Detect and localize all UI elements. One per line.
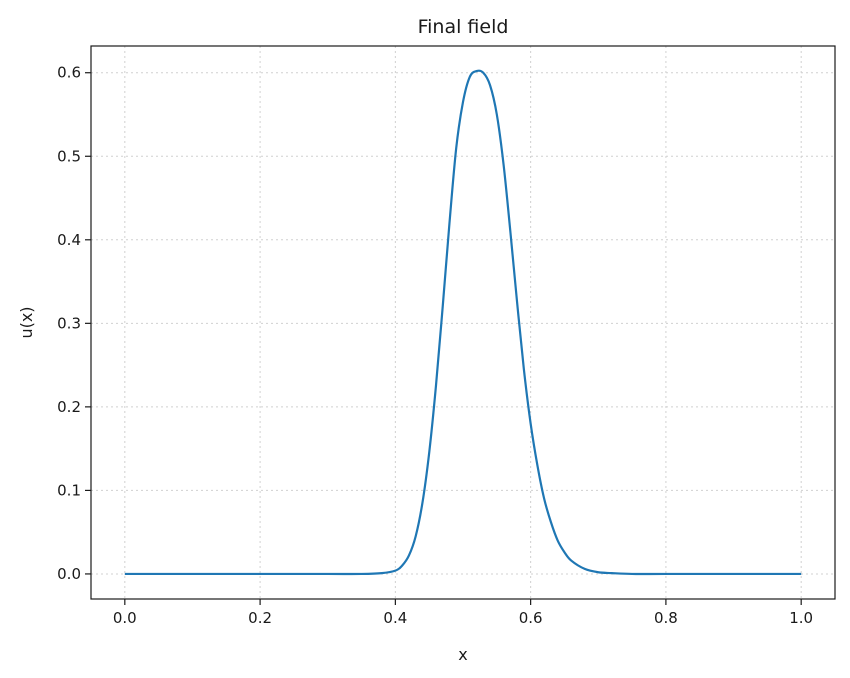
y-axis: 0.0 0.1 0.2 0.3 0.4 0.5 0.6	[57, 64, 91, 583]
x-tick-label: 0.8	[654, 609, 678, 627]
y-tick-label: 0.1	[57, 481, 81, 499]
y-axis-label: u(x)	[17, 306, 36, 338]
y-tick-label: 0.6	[57, 64, 81, 82]
x-axis-label: x	[458, 645, 467, 664]
x-tick-label: 1.0	[789, 609, 813, 627]
y-tick-label: 0.4	[57, 231, 81, 249]
x-tick-label: 0.4	[383, 609, 407, 627]
y-tick-label: 0.0	[57, 565, 81, 583]
plot-frame	[90, 45, 836, 600]
x-tick-label: 0.2	[248, 609, 272, 627]
y-tick-label: 0.5	[57, 147, 81, 165]
x-tick-label: 0.6	[519, 609, 543, 627]
chart-title: Final field	[418, 16, 509, 38]
y-tick-label: 0.2	[57, 398, 81, 416]
x-axis: 0.0 0.2 0.4 0.6 0.8 1.0	[113, 599, 813, 627]
series-layer	[124, 69, 802, 576]
y-tick-label: 0.3	[57, 314, 81, 332]
series-line	[124, 69, 802, 576]
x-tick-label: 0.0	[113, 609, 137, 627]
